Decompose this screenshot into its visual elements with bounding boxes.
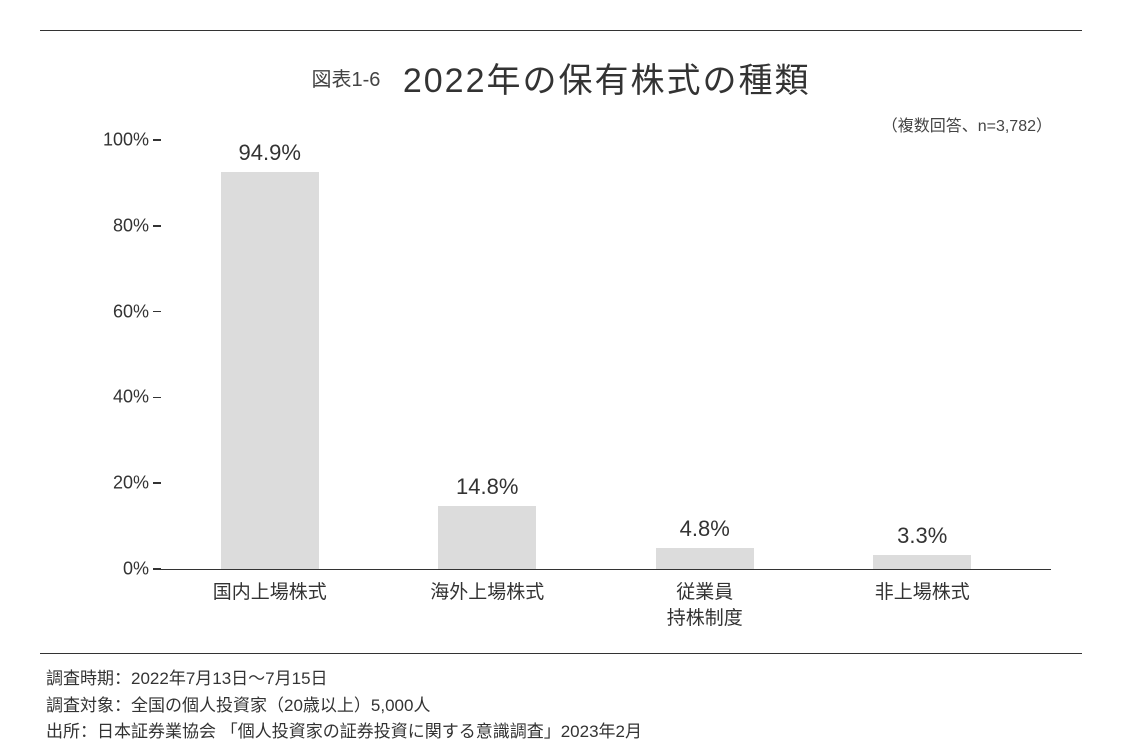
bar-value-label: 94.9%: [239, 140, 301, 166]
figure-title: 2022年の保有株式の種類: [403, 62, 811, 100]
y-tick-label: 0%: [89, 559, 149, 580]
bar: [438, 506, 536, 569]
bar: [656, 548, 754, 569]
y-tick-mark: [153, 225, 161, 227]
figure-label: 図表1-6: [312, 69, 381, 91]
note-survey-period: 調査時期：2022年7月13日～7月15日: [46, 666, 1082, 692]
y-tick-label: 100%: [89, 130, 149, 151]
note-source: 出所：日本証券業協会 「個人投資家の証券投資に関する意識調査」2023年2月: [46, 719, 1082, 745]
note-survey-target: 調査対象：全国の個人投資家（20歳以上）5,000人: [46, 693, 1082, 719]
plot-area: 94.9%14.8%4.8%3.3% 0%20%40%60%80%100%: [161, 140, 1051, 570]
y-tick-mark: [153, 311, 161, 313]
bar-value-label: 4.8%: [680, 516, 730, 542]
bar-value-label: 3.3%: [897, 523, 947, 549]
y-tick-mark: [153, 397, 161, 399]
bar-value-label: 14.8%: [456, 474, 518, 500]
y-tick-label: 40%: [89, 387, 149, 408]
bars-container: 94.9% 14.8% 4.8% 3.3%: [161, 140, 1051, 569]
top-rule: [40, 30, 1082, 31]
bottom-rule: [40, 653, 1082, 654]
bar-column: 94.9%: [161, 140, 379, 569]
x-axis-label: 非上場株式: [814, 580, 1032, 631]
bar: [221, 172, 319, 569]
x-axis-label: 海外上場株式: [379, 580, 597, 631]
y-tick-mark: [153, 139, 161, 141]
bar-column: 14.8%: [379, 140, 597, 569]
y-tick-label: 20%: [89, 473, 149, 494]
y-tick-label: 60%: [89, 301, 149, 322]
bar: [873, 555, 971, 569]
bar-column: 4.8%: [596, 140, 814, 569]
y-tick-label: 80%: [89, 215, 149, 236]
x-axis-label: 国内上場株式: [161, 580, 379, 631]
title-row: 図表1-6 2022年の保有株式の種類: [40, 53, 1082, 102]
x-axis-label: 従業員 持株制度: [596, 580, 814, 631]
y-tick-mark: [153, 568, 161, 570]
figure-subtitle: （複数回答、n=3,782）: [40, 112, 1082, 136]
footnotes: 調査時期：2022年7月13日～7月15日 調査対象：全国の個人投資家（20歳以…: [40, 666, 1082, 745]
x-axis-labels: 国内上場株式海外上場株式従業員 持株制度非上場株式: [161, 570, 1051, 631]
bar-chart: 94.9%14.8%4.8%3.3% 0%20%40%60%80%100% 国内…: [71, 140, 1051, 631]
bar-column: 3.3%: [814, 140, 1032, 569]
y-tick-mark: [153, 482, 161, 484]
